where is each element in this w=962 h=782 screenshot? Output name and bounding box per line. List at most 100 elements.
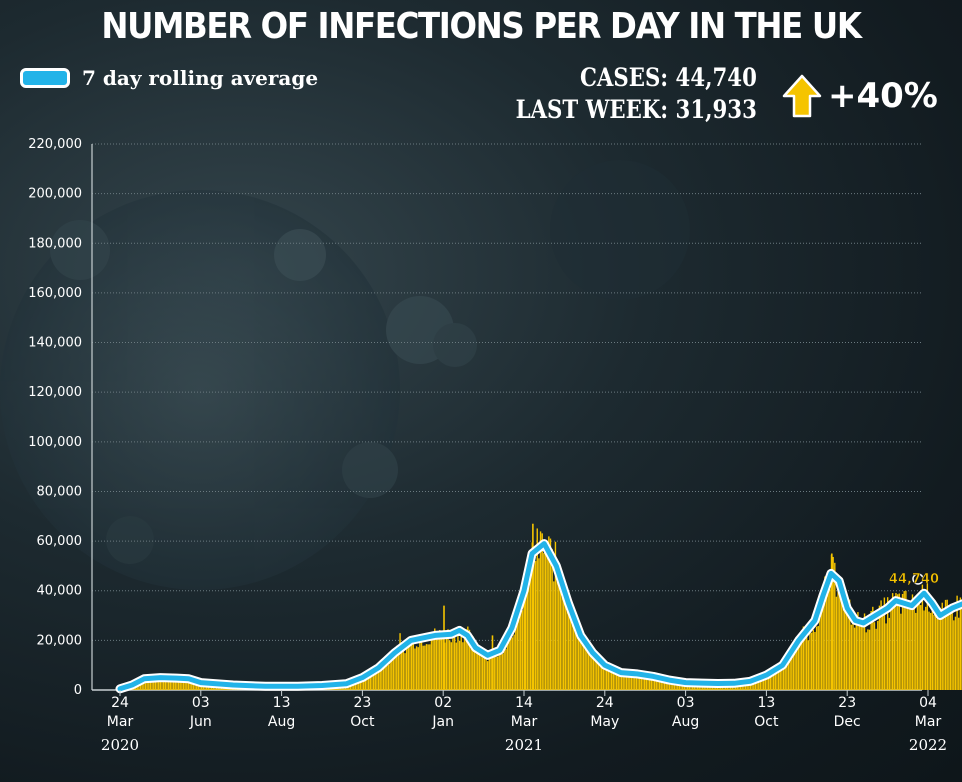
daily-bar (670, 680, 672, 690)
daily-bar (159, 677, 162, 690)
daily-bar (612, 671, 614, 690)
daily-bar (807, 640, 810, 690)
daily-bar (460, 632, 462, 690)
daily-bar (901, 593, 904, 690)
daily-bar (645, 672, 648, 690)
daily-bar (667, 680, 669, 690)
daily-bar (877, 620, 879, 690)
daily-bar (958, 617, 960, 690)
daily-bar (362, 676, 365, 690)
daily-bar (139, 682, 142, 690)
daily-bar (475, 649, 477, 690)
daily-bar (842, 583, 844, 690)
x-tick-month: Mar (915, 714, 942, 730)
daily-bar (675, 682, 677, 690)
y-tick-label: 40,000 (37, 584, 83, 599)
daily-bar (186, 678, 188, 690)
daily-bar (518, 597, 520, 690)
x-tick-month: Jun (189, 714, 212, 730)
daily-bar (893, 599, 895, 690)
daily-bar (156, 679, 158, 690)
daily-bar (146, 677, 148, 690)
up-arrow-icon (782, 74, 822, 118)
daily-bar (495, 647, 497, 690)
daily-bar (379, 667, 381, 690)
daily-bar (900, 613, 902, 690)
daily-bar (437, 636, 439, 690)
daily-bar (554, 541, 557, 690)
daily-bar (913, 604, 915, 690)
daily-bar (794, 647, 796, 690)
daily-bar (915, 612, 917, 690)
daily-bar (597, 655, 600, 690)
daily-bar (791, 654, 793, 690)
daily-bar (652, 676, 654, 690)
daily-bar (171, 678, 173, 690)
daily-bar (657, 675, 659, 690)
daily-bar (513, 634, 515, 690)
daily-bar (463, 634, 466, 690)
daily-bar (376, 668, 378, 690)
daily-bar (447, 629, 449, 690)
daily-bar (865, 632, 867, 690)
daily-bar (534, 561, 537, 690)
daily-bar (505, 649, 507, 690)
daily-bar (831, 553, 833, 690)
daily-bar (508, 632, 510, 690)
daily-bar (582, 643, 585, 690)
x-tick-day: 13 (273, 695, 291, 711)
daily-bar (538, 558, 540, 690)
daily-bar (498, 647, 500, 690)
daily-bar (863, 613, 866, 690)
daily-bar (391, 654, 393, 690)
daily-bar (353, 682, 355, 690)
daily-bar (422, 645, 424, 690)
x-tick-day: 24 (596, 695, 614, 711)
daily-bar (605, 663, 608, 690)
daily-bar (405, 642, 408, 690)
cases-line: CASES: 44,740 (516, 62, 757, 94)
daily-bar (559, 582, 562, 690)
daily-bar (941, 602, 943, 690)
daily-bar (506, 642, 509, 690)
daily-bar (938, 610, 940, 690)
daily-bar (619, 670, 621, 690)
daily-bar (620, 674, 623, 690)
daily-bar (184, 677, 186, 690)
daily-bar (384, 661, 386, 690)
daily-bar (158, 677, 160, 690)
daily-bar (551, 548, 553, 690)
daily-bar (488, 653, 491, 690)
daily-bar (189, 680, 191, 690)
daily-bar (931, 608, 934, 690)
daily-bar (637, 673, 639, 690)
daily-bar (374, 668, 376, 690)
daily-bar (910, 605, 912, 690)
daily-bar (956, 595, 958, 690)
y-tick-label: 220,000 (28, 137, 82, 152)
daily-bar (192, 680, 195, 690)
daily-bar (943, 610, 945, 690)
daily-bar (478, 648, 481, 690)
daily-bar (832, 556, 834, 690)
daily-bar (617, 669, 619, 690)
daily-bar (500, 647, 502, 690)
daily-bar (594, 649, 596, 690)
daily-bar (462, 642, 464, 690)
daily-bar (929, 612, 932, 690)
daily-bar (442, 635, 444, 690)
daily-bar (162, 679, 165, 690)
daily-bar (148, 678, 150, 690)
daily-bar (632, 674, 634, 690)
daily-bar (569, 619, 572, 690)
y-tick-label: 0 (74, 683, 82, 698)
x-tick-month: May (590, 714, 619, 730)
daily-bar (891, 593, 894, 690)
daily-bar (905, 590, 907, 690)
daily-bar (763, 676, 765, 690)
daily-bar (443, 605, 445, 690)
daily-bar (544, 542, 547, 690)
daily-bar (177, 677, 180, 690)
daily-bar (880, 600, 882, 690)
daily-bar (366, 675, 368, 690)
